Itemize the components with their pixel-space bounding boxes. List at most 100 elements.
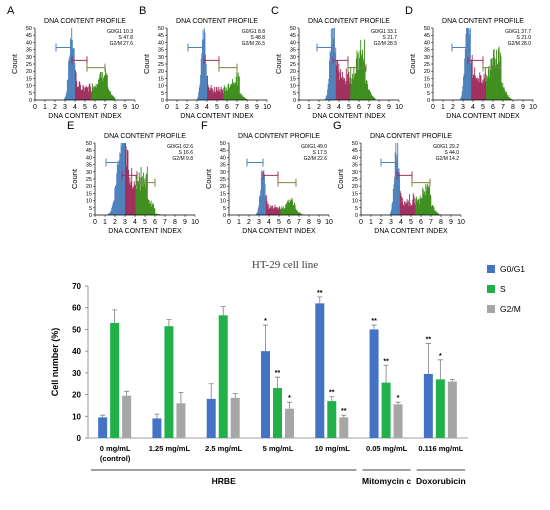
histogram-bar bbox=[352, 73, 354, 100]
x-tick-label: 10 bbox=[131, 104, 139, 111]
histogram-title: DNA CONTENT PROFILE bbox=[308, 18, 390, 25]
histogram-bar bbox=[241, 95, 243, 100]
s-phase-gate-marker bbox=[121, 171, 138, 180]
histogram-bar bbox=[339, 80, 340, 100]
y-tick-label: 5 bbox=[427, 91, 430, 97]
histogram-bar bbox=[148, 200, 150, 215]
y-tick-label: 0 bbox=[427, 98, 430, 104]
histogram-bar bbox=[397, 143, 399, 215]
histogram-bar bbox=[334, 52, 336, 100]
histogram-bar bbox=[260, 170, 262, 215]
histogram-bar bbox=[86, 87, 88, 100]
histogram-bar bbox=[430, 195, 432, 215]
histogram-bar bbox=[240, 93, 242, 100]
histogram-bar bbox=[327, 89, 329, 100]
s-phase-gate-marker bbox=[396, 171, 413, 180]
y-tick-label: 70 bbox=[72, 282, 81, 291]
g0g1-percentage: G0/G1 33.1 bbox=[371, 29, 397, 35]
x-tick-label: 8 bbox=[173, 219, 177, 226]
histogram-bar bbox=[283, 208, 285, 215]
y-tick-label: 15 bbox=[26, 76, 32, 82]
x-tick-label: 1 bbox=[307, 104, 311, 111]
histogram-bar bbox=[291, 197, 293, 215]
histogram-bar bbox=[431, 206, 432, 215]
bar-g0g1 bbox=[423, 373, 433, 438]
histogram-bar bbox=[198, 91, 200, 100]
histogram-bar bbox=[221, 89, 223, 100]
histogram-bar bbox=[289, 202, 290, 215]
histogram-axes bbox=[360, 143, 461, 216]
histogram-bar bbox=[406, 202, 407, 215]
histogram-bar bbox=[90, 91, 92, 100]
histogram-bar bbox=[510, 98, 512, 100]
histogram-bar bbox=[217, 90, 218, 100]
histogram-bar bbox=[270, 205, 272, 215]
histogram-bar bbox=[220, 86, 222, 100]
s-percentage: S 21.0 bbox=[517, 35, 532, 41]
y-tick-label: 30 bbox=[26, 55, 32, 61]
histogram-bar bbox=[371, 95, 373, 100]
histogram-bar bbox=[140, 190, 141, 215]
histogram-bar bbox=[101, 72, 103, 100]
x-tick-label: 9 bbox=[449, 219, 453, 226]
histogram-bar bbox=[345, 84, 347, 100]
histogram-bar bbox=[119, 152, 121, 215]
histogram-bar bbox=[415, 205, 417, 215]
error-bar bbox=[425, 343, 431, 374]
g2m-gate-marker bbox=[347, 63, 367, 72]
histogram-bar bbox=[471, 54, 473, 100]
g2m-gate-marker bbox=[411, 178, 431, 187]
histogram-bar bbox=[285, 204, 287, 215]
x-tick-label: 6 bbox=[225, 104, 229, 111]
g0g1-percentage: G0/G1 62.6 bbox=[167, 144, 193, 150]
histogram-bar bbox=[77, 86, 79, 100]
histogram-bar bbox=[231, 84, 233, 100]
y-tick-label: 5 bbox=[29, 91, 32, 97]
histogram-bar bbox=[330, 28, 332, 100]
histogram-bar bbox=[152, 202, 154, 215]
significance-marker: ** bbox=[317, 290, 323, 297]
histogram-bar bbox=[465, 33, 467, 100]
histogram-title: DNA CONTENT PROFILE bbox=[44, 18, 126, 25]
histogram-bar bbox=[399, 191, 401, 215]
histogram-ylabel: Count bbox=[408, 53, 417, 74]
histogram-bar bbox=[360, 56, 362, 100]
histogram-bar bbox=[492, 58, 494, 100]
s-percentage: S 16.6 bbox=[179, 150, 194, 156]
histogram-bar bbox=[136, 186, 138, 215]
histogram-bar bbox=[128, 183, 130, 215]
x-tick-label: 4 bbox=[205, 104, 209, 111]
histogram-bar bbox=[340, 78, 342, 100]
bar-g0g1 bbox=[206, 398, 216, 438]
x-tick-label: 1 bbox=[175, 104, 179, 111]
histogram-bar bbox=[242, 95, 243, 100]
y-tick-label: 20 bbox=[72, 391, 81, 400]
y-tick-label: 10 bbox=[290, 84, 296, 90]
x-tick-label: 1 bbox=[103, 219, 107, 226]
histogram-bar bbox=[135, 185, 136, 215]
histogram-bar bbox=[298, 212, 300, 215]
histogram-bar bbox=[76, 81, 78, 100]
histogram-bar bbox=[463, 76, 464, 100]
histogram-bar bbox=[479, 72, 481, 100]
histogram-bar bbox=[267, 203, 269, 215]
histogram-bar bbox=[294, 202, 295, 215]
bar-g2m bbox=[393, 404, 403, 438]
x-tick-label: 3 bbox=[389, 219, 393, 226]
y-tick-label: 5 bbox=[161, 91, 164, 97]
histogram-bar bbox=[459, 98, 461, 100]
x-tick-label: 0 bbox=[33, 104, 37, 111]
histogram-bar bbox=[366, 80, 368, 100]
x-tick-label: 0 bbox=[431, 104, 435, 111]
histogram-bar bbox=[498, 48, 499, 100]
histogram-bar bbox=[256, 212, 258, 215]
histogram-bar bbox=[80, 90, 82, 100]
histogram-bar bbox=[237, 72, 239, 100]
histogram-bar bbox=[113, 200, 115, 215]
y-tick-label: 10 bbox=[158, 84, 164, 90]
histogram-bar bbox=[106, 75, 108, 100]
histogram-bar bbox=[509, 98, 511, 100]
category-label: 0.116 mg/mL bbox=[418, 444, 463, 453]
